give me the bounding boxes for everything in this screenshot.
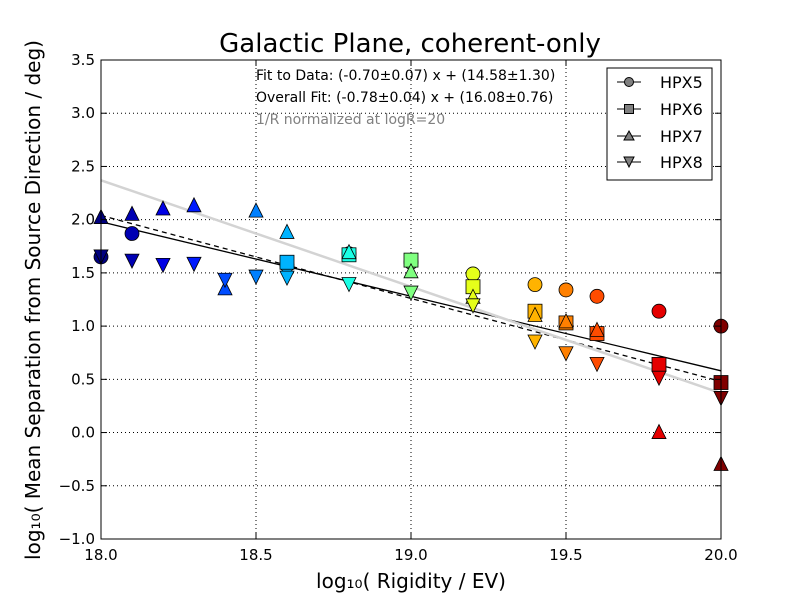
data-point-hpx5 <box>558 282 574 298</box>
data-point-hpx6 <box>279 254 295 270</box>
y-tick-label: 3.5 <box>71 51 95 69</box>
y-tick-label: 1.5 <box>71 264 95 282</box>
data-point-hpx7 <box>155 200 171 216</box>
fit-line <box>100 214 722 383</box>
y-axis-label: log₁₀( Mean Separation from Source Direc… <box>21 40 45 560</box>
data-point-hpx8 <box>589 356 605 373</box>
chart-title: Galactic Plane, coherent-only <box>219 29 601 59</box>
data-point-hpx8 <box>527 334 543 350</box>
triangle-down-marker-icon <box>623 156 635 169</box>
x-tick-label: 18.0 <box>84 546 117 564</box>
data-point-hpx7 <box>589 321 605 337</box>
data-point-hpx8 <box>558 346 574 362</box>
x-tick-label: 19.0 <box>394 546 427 564</box>
data-point-hpx7 <box>527 306 543 322</box>
square-marker-icon <box>624 104 634 114</box>
data-point-hpx5 <box>465 266 481 282</box>
y-tick-label: 3.0 <box>71 104 95 122</box>
data-point-hpx7 <box>558 312 574 329</box>
legend-label-hpx5: HPX5 <box>660 73 703 92</box>
legend-box <box>606 67 713 181</box>
data-point-hpx5 <box>527 277 543 292</box>
legend-entry-hpx8: HPX8 <box>617 153 703 172</box>
legend-label-hpx6: HPX6 <box>660 100 703 119</box>
data-point-hpx8 <box>403 285 419 301</box>
legend-entry-hpx6: HPX6 <box>617 100 703 119</box>
y-tick-label: 2.5 <box>71 157 95 175</box>
data-point-hpx8 <box>279 270 295 287</box>
x-axis-label: log₁₀( Rigidity / EV) <box>316 569 506 593</box>
data-point-hpx8 <box>248 269 264 285</box>
legend-entry-hpx5: HPX5 <box>617 73 703 92</box>
data-point-hpx8 <box>155 257 171 274</box>
circle-marker-icon <box>624 77 634 87</box>
y-tick-label: 0.5 <box>71 370 95 388</box>
y-tick-label: −1.0 <box>59 530 95 548</box>
data-point-hpx8 <box>217 272 233 289</box>
annotation-overall-fit: Overall Fit: (-0.78±0.04) x + (16.08±0.7… <box>256 90 553 106</box>
data-point-hpx5 <box>124 226 140 241</box>
y-tick-label: 0.0 <box>71 424 95 442</box>
x-tick-label: 20.0 <box>704 546 737 564</box>
annotation-normalization: 1/R normalized at logR=20 <box>256 112 445 128</box>
x-tick-label: 19.5 <box>549 546 582 564</box>
data-point-hpx8 <box>651 370 667 387</box>
data-point-hpx8 <box>124 253 140 270</box>
triangle-up-marker-icon <box>623 129 635 141</box>
data-point-hpx8 <box>465 298 481 314</box>
data-point-hpx7 <box>341 243 357 260</box>
x-tick-label: 18.5 <box>239 546 272 564</box>
legend-label-hpx7: HPX7 <box>660 127 703 146</box>
data-point-hpx5 <box>589 288 605 304</box>
data-point-hpx8 <box>341 277 357 293</box>
data-point-hpx6 <box>651 357 667 372</box>
y-tick-label: 2.0 <box>71 211 95 229</box>
data-point-hpx7 <box>279 223 295 239</box>
y-tick-label: −0.5 <box>59 477 95 495</box>
data-point-hpx7 <box>651 423 667 439</box>
data-point-hpx5 <box>651 303 667 319</box>
legend-label-hpx8: HPX8 <box>660 153 703 172</box>
legend: HPX5 HPX6 HPX7 HPX8 <box>606 67 713 181</box>
data-points <box>93 196 729 471</box>
legend-entry-hpx7: HPX7 <box>617 127 703 146</box>
annotation-fit-to-data: Fit to Data: (-0.70±0.07) x + (14.58±1.3… <box>256 68 555 84</box>
data-point-hpx7 <box>248 202 264 218</box>
data-point-hpx8 <box>186 256 202 273</box>
data-point-hpx7 <box>124 205 140 221</box>
data-point-hpx7 <box>403 262 419 279</box>
axis-ticks: 18.0 18.5 19.0 19.5 20.0 −1.0 −0.5 0.0 0.5 1.0 1.5… <box>59 51 738 564</box>
data-point-hpx7 <box>186 196 202 213</box>
y-tick-label: 1.0 <box>71 317 95 335</box>
